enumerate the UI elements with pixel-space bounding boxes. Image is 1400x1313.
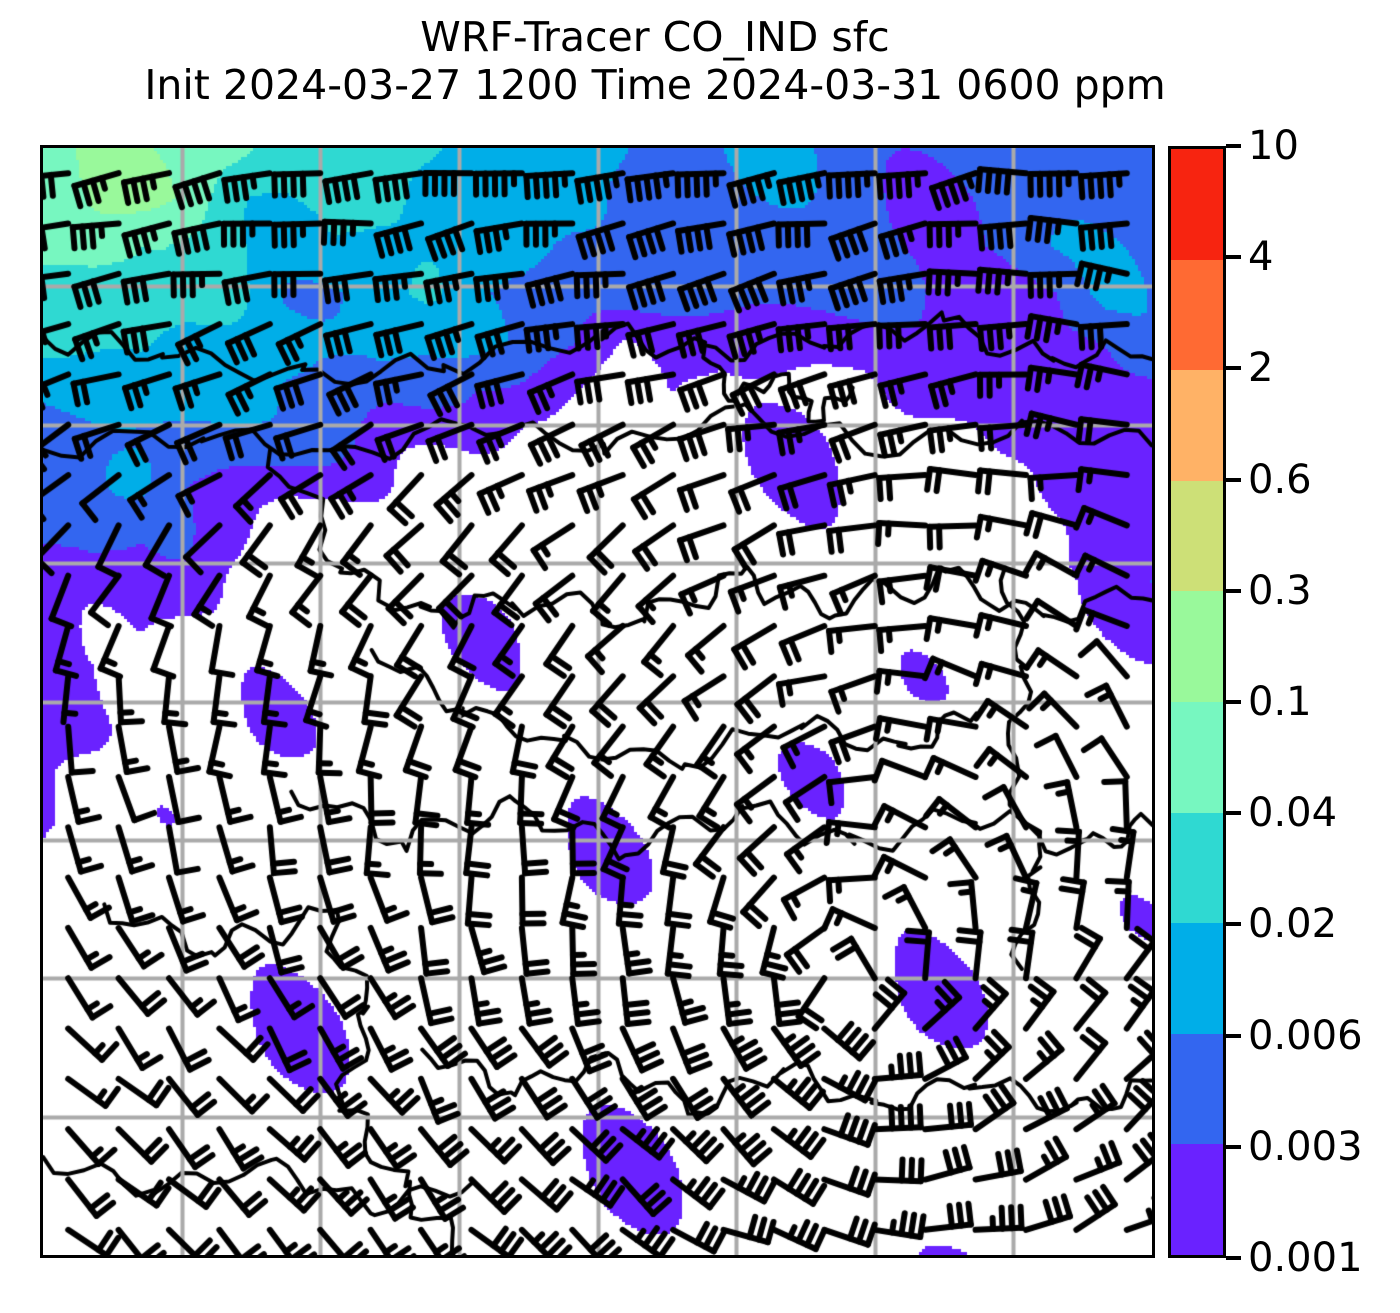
colorbar-tick-mark	[1226, 922, 1241, 927]
colorbar-band-2	[1171, 923, 1223, 1034]
colorbar-tick-label: 0.02	[1248, 901, 1338, 948]
title-line-secondary: Init 2024-03-27 1200 Time 2024-03-31 060…	[144, 60, 1166, 109]
map-plot-area[interactable]	[40, 145, 1155, 1258]
colorbar-tick-label: 4	[1248, 234, 1274, 281]
wind-barb-layer	[43, 148, 1152, 1255]
colorbar-tick-label: 0.6	[1248, 456, 1312, 503]
colorbar-tick-mark	[1226, 588, 1241, 593]
colorbar-tick-mark	[1226, 1144, 1241, 1149]
colorbar-tick-label: 0.3	[1248, 567, 1312, 614]
colorbar-tick-label: 0.003	[1248, 1123, 1363, 1170]
colorbar-tick-label: 0.04	[1248, 790, 1338, 837]
colorbar-tick-mark	[1226, 255, 1241, 260]
colorbar-tick-label: 2	[1248, 345, 1274, 392]
colorbar-tick-mark	[1226, 144, 1241, 148]
colorbar-tick-axis: 0.001 0.003 0.006 0.02 0.04 0.1 0.3 0.6 2 4 10	[1226, 123, 1400, 1281]
colorbar-tick-label: 0.1	[1248, 679, 1312, 725]
colorbar-band-0	[1171, 1144, 1223, 1255]
colorbar-tick-mark	[1226, 1256, 1241, 1260]
colorbar-band-5	[1171, 591, 1223, 703]
colorbar-band-9	[1171, 149, 1223, 260]
colorbar-tick-mark	[1226, 811, 1241, 816]
colorbar-band-1	[1171, 1033, 1223, 1145]
colorbar[interactable]	[1168, 146, 1226, 1258]
title-line-primary: WRF-Tracer CO_IND sfc	[420, 13, 890, 61]
colorbar-tick-label: 10	[1248, 123, 1299, 169]
colorbar-band-7	[1171, 370, 1223, 481]
colorbar-band-6	[1171, 480, 1223, 592]
colorbar-tick-mark	[1226, 366, 1241, 371]
colorbar-tick-label: 0.006	[1248, 1012, 1363, 1059]
figure-title: WRF-Tracer CO_IND sfc Init 2024-03-27 12…	[0, 13, 1310, 109]
colorbar-band-3	[1171, 812, 1223, 924]
colorbar-band-8	[1171, 259, 1223, 371]
colorbar-tick-mark	[1226, 477, 1241, 482]
colorbar-tick-mark	[1226, 700, 1241, 704]
colorbar-tick-mark	[1226, 1033, 1241, 1038]
colorbar-band-4	[1171, 702, 1223, 813]
colorbar-tick-label: 0.001	[1248, 1235, 1363, 1281]
